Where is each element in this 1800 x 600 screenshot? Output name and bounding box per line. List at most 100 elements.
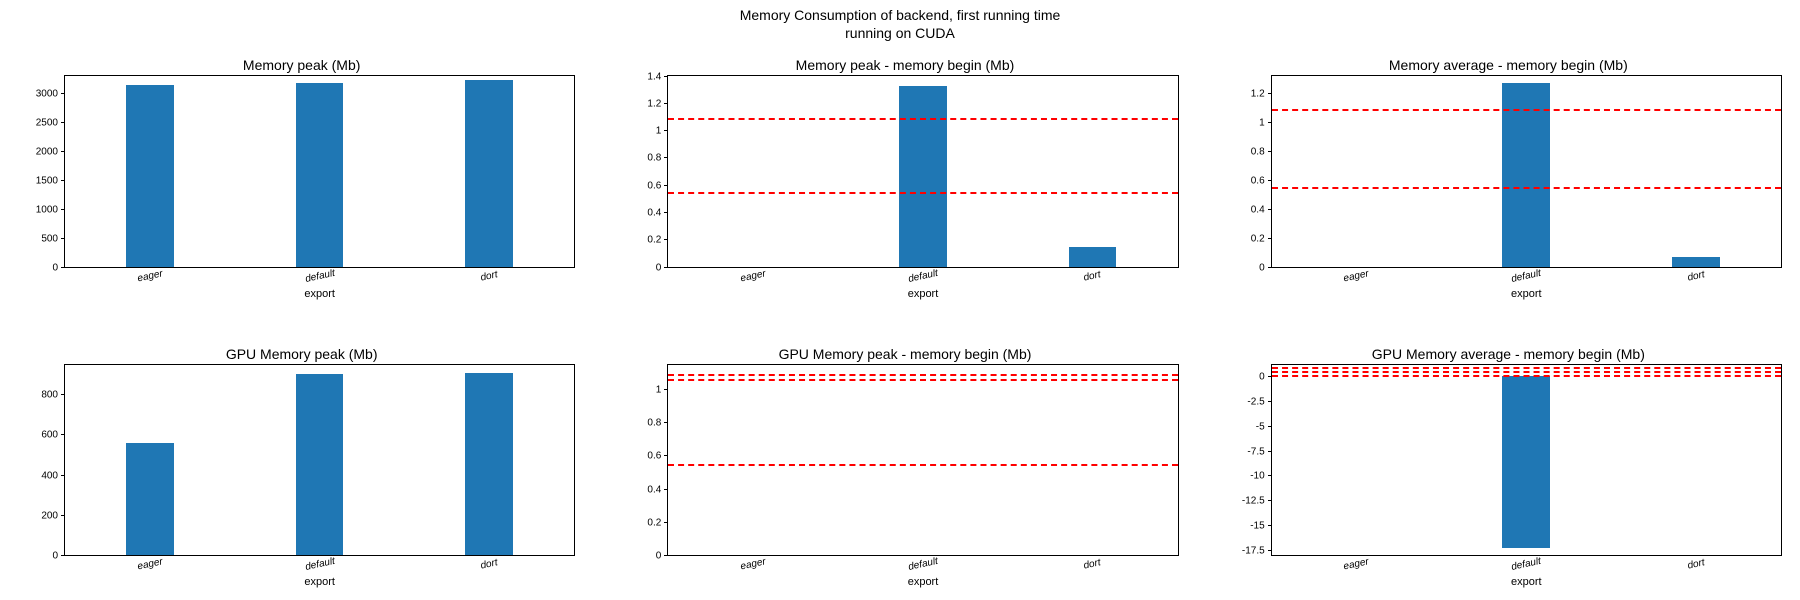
plot-row: 00.20.40.60.811.21.4: [631, 75, 1178, 268]
subplot: GPU Memory peak - memory begin (Mb) 0 0.2 0…: [631, 344, 1178, 591]
x-tick-label: default: [907, 556, 939, 573]
y-tick-label: 2500: [36, 117, 58, 128]
x-axis-label: export: [1271, 288, 1782, 300]
y-axis: -17.5-15-12.5-10-7.5-5-2.50: [1235, 364, 1271, 557]
subplot-grid: Memory peak (Mb)050010001500200025003000…: [28, 55, 1782, 590]
plot-row: 050010001500200025003000: [28, 75, 575, 268]
y-tick-label: 0: [1259, 262, 1265, 273]
y-tick-label: 1.2: [647, 98, 661, 109]
plot-row: 00.20.40.60.81: [631, 364, 1178, 557]
reference-line: [1272, 187, 1781, 189]
y-tick-label: -15: [1250, 521, 1264, 532]
y-tick-label: 1000: [36, 204, 58, 215]
x-tick-label: dort: [1686, 269, 1705, 283]
x-axis-label: export: [667, 288, 1178, 300]
x-tick-label: dort: [1083, 557, 1102, 571]
y-tick-label: 600: [41, 430, 58, 441]
y-tick-label: 0.6: [647, 451, 661, 462]
bar: [296, 83, 344, 267]
bar: [465, 373, 513, 556]
y-tick-label: 0.2: [647, 517, 661, 528]
x-tick-label: default: [1510, 556, 1542, 573]
y-tick-label: 800: [41, 390, 58, 401]
bar: [1069, 247, 1117, 267]
subplot-title: Memory average - memory begin (Mb): [1235, 55, 1782, 75]
x-axis: eagerdefaultdortexport: [64, 556, 575, 590]
x-axis-label: export: [667, 576, 1178, 588]
y-tick-label: 0.2: [1251, 233, 1265, 244]
y-tick-label: 1500: [36, 175, 58, 186]
y-axis: 00.20.40.60.811.2: [1235, 75, 1271, 268]
y-tick-label: 0: [52, 551, 58, 562]
x-tick-label: default: [907, 267, 939, 284]
reference-line: [1272, 109, 1781, 111]
reference-line: [668, 374, 1177, 376]
x-axis: eagerdefaultdortexport: [64, 268, 575, 302]
y-tick-label: 3000: [36, 88, 58, 99]
y-tick-label: 400: [41, 470, 58, 481]
suptitle-line1: Memory Consumption of backend, first run…: [740, 7, 1061, 23]
subplot-title: GPU Memory peak - memory begin (Mb): [631, 344, 1178, 364]
y-tick-label: 1.4: [647, 71, 661, 82]
x-axis: eager default dort export: [667, 556, 1178, 590]
y-tick-label: 0.2: [647, 235, 661, 246]
subplot-title: GPU Memory peak (Mb): [28, 344, 575, 364]
plot-area: [1271, 364, 1782, 557]
bar: [126, 85, 174, 267]
y-tick-label: 200: [41, 510, 58, 521]
y-axis: 00.20.40.60.81: [631, 364, 667, 557]
figure: Memory Consumption of backend, first run…: [0, 0, 1800, 600]
y-tick-label: 1.2: [1251, 88, 1265, 99]
plot-area: [667, 364, 1178, 557]
y-tick-label: 0.6: [1251, 175, 1265, 186]
y-tick-label: 0.6: [647, 180, 661, 191]
plot-row: -17.5-15-12.5-10-7.5-5-2.50: [1235, 364, 1782, 557]
x-tick-label: default: [304, 556, 336, 573]
plot-row: 0200400600800: [28, 364, 575, 557]
reference-line: [668, 464, 1177, 466]
y-tick-label: 500: [41, 233, 58, 244]
x-axis: eagerdefaultdortexport: [1271, 268, 1782, 302]
figure-suptitle: Memory Consumption of backend, first run…: [0, 6, 1800, 42]
y-tick-label: 0.4: [647, 484, 661, 495]
reference-line: [1272, 375, 1781, 377]
x-tick-label: eager: [1343, 268, 1370, 284]
y-tick-label: -12.5: [1242, 496, 1265, 507]
x-tick-label: eager: [740, 556, 767, 572]
x-tick-label: eager: [1343, 556, 1370, 572]
y-tick-label: -2.5: [1247, 396, 1264, 407]
y-axis: 050010001500200025003000: [28, 75, 64, 268]
y-tick-label: 0: [52, 262, 58, 273]
bar: [465, 80, 513, 267]
plot-area: [64, 364, 575, 557]
reference-line: [668, 118, 1177, 120]
bar: [899, 86, 947, 267]
y-tick-label: 2000: [36, 146, 58, 157]
y-tick-label: -7.5: [1247, 446, 1264, 457]
y-tick-label: 0.4: [1251, 204, 1265, 215]
y-tick-label: 0.8: [1251, 146, 1265, 157]
x-tick-label: dort: [1083, 269, 1102, 283]
y-tick-label: 0.4: [647, 207, 661, 218]
reference-line: [1272, 371, 1781, 373]
y-axis: 00.20.40.60.811.21.4: [631, 75, 667, 268]
x-axis: eagerdefaultdortexport: [1271, 556, 1782, 590]
y-tick-label: 0: [1259, 371, 1265, 382]
reference-line: [668, 192, 1177, 194]
reference-line: [668, 379, 1177, 381]
subplot: GPU Memory peak (Mb)0200400600800eagerde…: [28, 344, 575, 591]
bar: [1502, 376, 1550, 547]
y-tick-label: 1: [656, 126, 662, 137]
bar: [1672, 257, 1720, 267]
x-tick-label: dort: [480, 557, 499, 571]
x-tick-label: eager: [740, 268, 767, 284]
y-tick-label: 1: [656, 384, 662, 395]
y-axis: 0200400600800: [28, 364, 64, 557]
plot-row: 00.20.40.60.811.2: [1235, 75, 1782, 268]
subplot: GPU Memory average - memory begin (Mb)-1…: [1235, 344, 1782, 591]
reference-line: [1272, 367, 1781, 369]
y-tick-label: 0: [656, 262, 662, 273]
x-tick-label: dort: [480, 269, 499, 283]
y-tick-label: 0: [656, 551, 662, 562]
bar: [126, 443, 174, 556]
